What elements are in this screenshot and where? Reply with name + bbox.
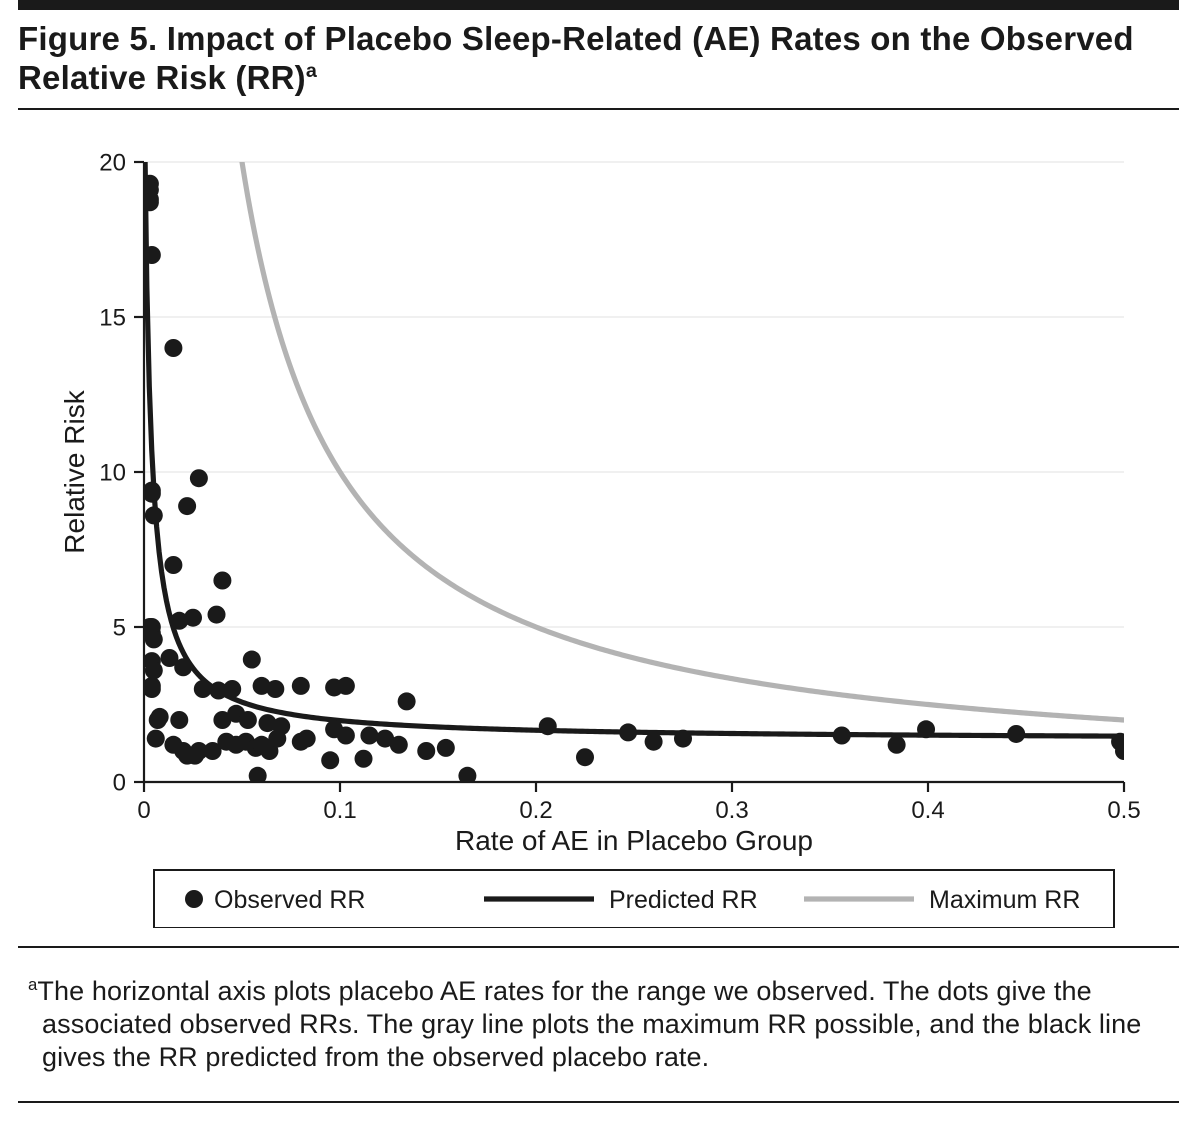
footnote-text: The horizontal axis plots placebo AE rat… <box>37 976 1141 1072</box>
footnote-sup: a <box>28 975 37 994</box>
figure-title-sup: a <box>306 60 317 82</box>
top-rule <box>18 0 1179 10</box>
y-axis-label: Relative Risk <box>59 389 90 553</box>
legend-label-predicted: Predicted RR <box>609 886 758 914</box>
legend-label-maximum: Maximum RR <box>929 886 1080 914</box>
y-tick-label: 15 <box>99 304 126 331</box>
y-tick-label: 20 <box>99 149 126 176</box>
x-axis-label: Rate of AE in Placebo Group <box>455 825 813 856</box>
x-tick-label: 0 <box>137 797 150 824</box>
rule-above-footnote <box>18 946 1179 948</box>
rule-below-title <box>18 108 1179 110</box>
y-tick-label: 0 <box>112 769 125 796</box>
y-tick-label: 5 <box>112 614 125 641</box>
figure-container: Figure 5. Impact of Placebo Sleep-Relate… <box>0 0 1197 1127</box>
figure-footnote: aThe horizontal axis plots placebo AE ra… <box>18 975 1179 1074</box>
chart-svg: 0 0.1 0.2 0.3 0.4 0.5 Rate of AE in Placebo Gr… <box>34 136 1164 928</box>
figure-title: Figure 5. Impact of Placebo Sleep-Relate… <box>18 20 1179 98</box>
figure-title-line1: Figure 5. Impact of Placebo Sleep-Relate… <box>18 20 1134 57</box>
figure-title-line2: Relative Risk (RR) <box>18 59 306 96</box>
x-tick-label: 0.4 <box>911 797 944 824</box>
y-tick-label: 10 <box>99 459 126 486</box>
legend-label-observed: Observed RR <box>214 886 365 914</box>
bottom-rule <box>18 1101 1179 1103</box>
x-tick-label: 0.5 <box>1107 797 1140 824</box>
x-tick-label: 0.3 <box>715 797 748 824</box>
x-tick-label: 0.1 <box>323 797 356 824</box>
chart-area: 0 0.1 0.2 0.3 0.4 0.5 Rate of AE in Placebo Gr… <box>18 118 1179 936</box>
x-tick-label: 0.2 <box>519 797 552 824</box>
